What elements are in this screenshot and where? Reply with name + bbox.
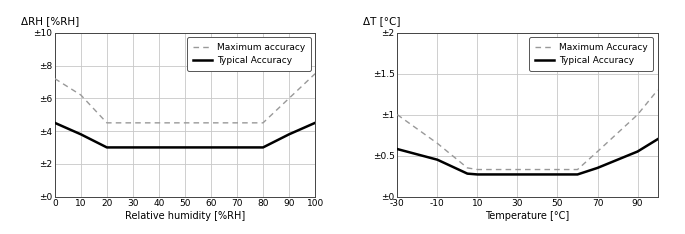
- Text: ΔT [°C]: ΔT [°C]: [364, 16, 401, 26]
- Legend: Maximum accuracy, Typical Accuracy: Maximum accuracy, Typical Accuracy: [187, 37, 310, 71]
- Legend: Maximum Accuracy, Typical Accuracy: Maximum Accuracy, Typical Accuracy: [529, 37, 653, 71]
- Line: Typical Accuracy: Typical Accuracy: [55, 123, 315, 147]
- Typical Accuracy: [311, 121, 319, 124]
- Typical Accuracy: [573, 173, 582, 176]
- Line: Maximum accuracy: Maximum accuracy: [55, 74, 315, 123]
- Typical Accuracy: [463, 172, 471, 175]
- Line: Maximum Accuracy: Maximum Accuracy: [397, 90, 658, 169]
- Maximum Accuracy: [593, 150, 601, 153]
- X-axis label: Relative humidity [%RH]: Relative humidity [%RH]: [125, 211, 245, 221]
- Typical Accuracy: [103, 146, 111, 149]
- Maximum Accuracy: [473, 168, 482, 171]
- Maximum accuracy: [51, 77, 59, 80]
- Typical Accuracy: [259, 146, 267, 149]
- Maximum accuracy: [259, 121, 267, 124]
- Maximum Accuracy: [463, 167, 471, 169]
- Typical Accuracy: [653, 138, 662, 141]
- Typical Accuracy: [634, 150, 642, 153]
- Typical Accuracy: [593, 167, 601, 169]
- Maximum Accuracy: [433, 142, 441, 145]
- Maximum Accuracy: [393, 113, 401, 116]
- Typical Accuracy: [473, 173, 482, 176]
- Maximum accuracy: [311, 72, 319, 75]
- Typical Accuracy: [433, 158, 441, 161]
- Line: Typical Accuracy: Typical Accuracy: [397, 139, 658, 175]
- Text: ΔRH [%RH]: ΔRH [%RH]: [21, 16, 79, 26]
- Maximum Accuracy: [634, 113, 642, 116]
- X-axis label: Temperature [°C]: Temperature [°C]: [486, 211, 569, 221]
- Typical Accuracy: [285, 133, 293, 136]
- Maximum Accuracy: [653, 89, 662, 91]
- Maximum accuracy: [103, 121, 111, 124]
- Maximum accuracy: [77, 94, 85, 96]
- Maximum Accuracy: [573, 168, 582, 171]
- Typical Accuracy: [393, 148, 401, 150]
- Typical Accuracy: [77, 133, 85, 136]
- Maximum accuracy: [285, 97, 293, 100]
- Typical Accuracy: [51, 121, 59, 124]
